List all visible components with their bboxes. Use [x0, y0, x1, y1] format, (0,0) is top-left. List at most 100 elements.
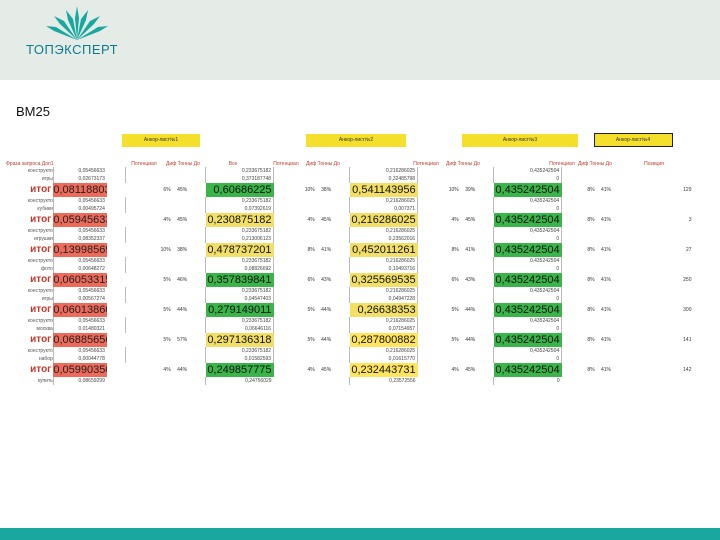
itog-pct[interactable]: 4%: [163, 366, 171, 373]
itog-pct[interactable]: 41%: [601, 306, 612, 313]
itog-pct[interactable]: 8%: [587, 366, 595, 373]
itog-pct[interactable]: 5%: [307, 306, 315, 313]
empty-cell: [459, 257, 475, 265]
anchor-list-2[interactable]: Анкор-лист№2: [306, 133, 406, 147]
itog-value-1[interactable]: 0,13998569: [53, 243, 107, 257]
itog-value-1[interactable]: 0,068856562: [53, 333, 107, 347]
empty-cell: [187, 183, 206, 197]
itog-pct[interactable]: 44%: [177, 366, 188, 373]
itog-pct[interactable]: 6%: [307, 276, 315, 283]
anchor-list-1[interactable]: Анкор-лист№1: [122, 133, 200, 147]
itog-value-3[interactable]: 0,541143956: [349, 183, 418, 197]
itog-pct[interactable]: 44%: [465, 306, 476, 313]
itog-value-2[interactable]: 0,249857775: [205, 363, 274, 377]
itog-pct[interactable]: 8%: [587, 186, 595, 193]
itog-pct[interactable]: 41%: [601, 186, 612, 193]
itog-value-4[interactable]: 0,435242504: [493, 243, 562, 257]
itog-pct[interactable]: 4%: [451, 366, 459, 373]
itog-value-2[interactable]: 0,478737201: [205, 243, 274, 257]
itog-pct[interactable]: 5%: [451, 306, 459, 313]
itog-value-1[interactable]: 0,059903509: [53, 363, 107, 377]
itog-value-4[interactable]: 0,435242504: [493, 333, 562, 347]
itog-value-4[interactable]: 0,435242504: [493, 363, 562, 377]
itog-value-3[interactable]: 0,216286025: [349, 213, 418, 227]
itog-pct[interactable]: 41%: [601, 216, 612, 223]
itog-pct[interactable]: 6%: [451, 276, 459, 283]
itog-pct[interactable]: 5%: [307, 336, 315, 343]
itog-pct[interactable]: 5%: [163, 336, 171, 343]
itog-value-2[interactable]: 0,60686225: [205, 183, 274, 197]
itog-position[interactable]: 141: [683, 336, 692, 343]
itog-pct[interactable]: 6%: [163, 186, 171, 193]
itog-pct[interactable]: 8%: [587, 246, 595, 253]
itog-value-1[interactable]: 0,059456331: [53, 213, 107, 227]
itog-pct[interactable]: 4%: [451, 216, 459, 223]
itog-pct[interactable]: 8%: [451, 246, 459, 253]
itog-pct[interactable]: 45%: [177, 216, 188, 223]
itog-value-3[interactable]: 0,287800882: [349, 333, 418, 347]
empty-cell: [417, 227, 459, 235]
itog-value-4[interactable]: 0,435242504: [493, 273, 562, 287]
itog-position[interactable]: 250: [683, 276, 692, 283]
itog-value-4[interactable]: 0,435242504: [493, 303, 562, 317]
empty-cell: [273, 227, 315, 235]
itog-pct[interactable]: 8%: [587, 276, 595, 283]
itog-value-3[interactable]: 0,26638353: [349, 303, 418, 317]
itog-position[interactable]: 300: [683, 306, 692, 313]
itog-pct[interactable]: 41%: [321, 246, 332, 253]
itog-pct[interactable]: 10%: [160, 246, 171, 253]
itog-pct[interactable]: 45%: [465, 216, 476, 223]
itog-pct[interactable]: 41%: [601, 366, 612, 373]
empty-cell: [171, 325, 187, 333]
itog-pct[interactable]: 10%: [304, 186, 315, 193]
itog-pct[interactable]: 4%: [163, 216, 171, 223]
itog-value-2[interactable]: 0,357839841: [205, 273, 274, 287]
itog-pct[interactable]: 38%: [177, 246, 188, 253]
itog-pct[interactable]: 5%: [163, 276, 171, 283]
itog-pct[interactable]: 57%: [177, 336, 188, 343]
itog-value-3[interactable]: 0,452011261: [349, 243, 418, 257]
itog-value-4[interactable]: 0,435242504: [493, 183, 562, 197]
itog-value-2[interactable]: 0,279149011: [205, 303, 274, 317]
itog-value-2[interactable]: 0,297136318: [205, 333, 274, 347]
itog-pct[interactable]: 4%: [307, 366, 315, 373]
itog-value-1[interactable]: 0,081188032: [53, 183, 107, 197]
itog-pct[interactable]: 5%: [451, 336, 459, 343]
itog-pct[interactable]: 8%: [587, 306, 595, 313]
itog-position[interactable]: 27: [685, 246, 692, 253]
itog-position[interactable]: 142: [683, 366, 692, 373]
itog-value-3[interactable]: 0,325569535: [349, 273, 418, 287]
itog-value-1[interactable]: 0,060138603: [53, 303, 107, 317]
itog-pct[interactable]: 38%: [321, 186, 332, 193]
itog-pct[interactable]: 44%: [321, 336, 332, 343]
itog-pct[interactable]: 46%: [177, 276, 188, 283]
itog-value-1[interactable]: 0,060533158: [53, 273, 107, 287]
itog-pct[interactable]: 45%: [465, 366, 476, 373]
anchor-list-3[interactable]: Анкор-лист№3: [462, 133, 578, 147]
anchor-list-4[interactable]: Анкор-лист№4: [593, 133, 673, 147]
itog-pct[interactable]: 45%: [321, 366, 332, 373]
itog-pct[interactable]: 45%: [321, 216, 332, 223]
itog-pct[interactable]: 44%: [177, 306, 188, 313]
itog-pct[interactable]: 10%: [448, 186, 459, 193]
itog-pct[interactable]: 41%: [465, 246, 476, 253]
itog-pct[interactable]: 41%: [601, 246, 612, 253]
itog-pct[interactable]: 41%: [601, 336, 612, 343]
itog-value-2[interactable]: 0,230875182: [205, 213, 274, 227]
itog-pct[interactable]: 43%: [321, 276, 332, 283]
itog-pct[interactable]: 39%: [465, 186, 476, 193]
itog-pct[interactable]: 4%: [307, 216, 315, 223]
itog-pct[interactable]: 8%: [587, 216, 595, 223]
itog-position[interactable]: 129: [683, 186, 692, 193]
itog-pct[interactable]: 41%: [601, 276, 612, 283]
itog-pct[interactable]: 44%: [321, 306, 332, 313]
itog-pct[interactable]: 8%: [307, 246, 315, 253]
itog-pct[interactable]: 45%: [177, 186, 188, 193]
itog-pct[interactable]: 8%: [587, 336, 595, 343]
itog-position[interactable]: 3: [688, 216, 692, 223]
itog-pct[interactable]: 44%: [465, 336, 476, 343]
itog-pct[interactable]: 43%: [465, 276, 476, 283]
itog-pct[interactable]: 5%: [163, 306, 171, 313]
itog-value-4[interactable]: 0,435242504: [493, 213, 562, 227]
itog-value-3[interactable]: 0,232443731: [349, 363, 418, 377]
